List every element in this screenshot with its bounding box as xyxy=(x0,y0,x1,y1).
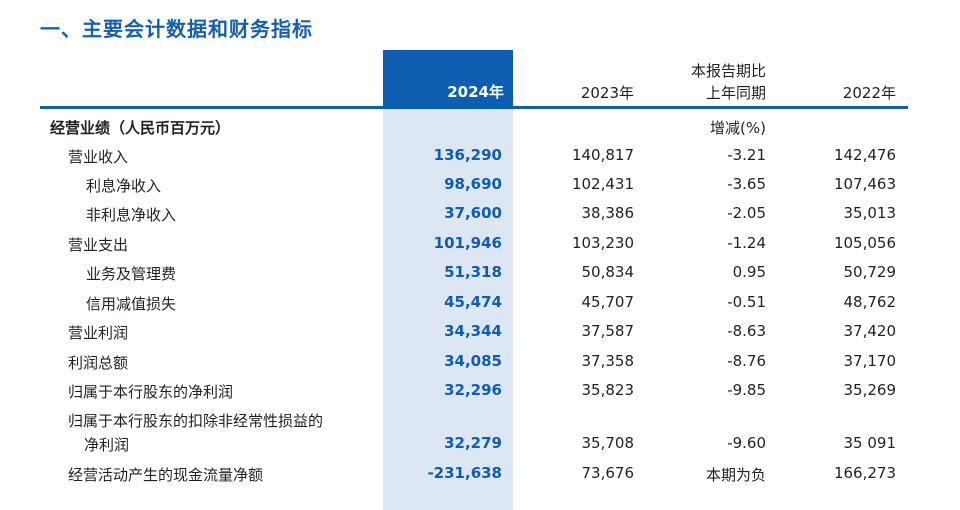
value-2022: 107,463 xyxy=(833,175,896,193)
row-label: 业务及管理费 xyxy=(86,265,177,283)
row-label-line1: 归属于本行股东的扣除非经常性损益的 xyxy=(68,412,324,430)
header-yoy-line2: 上年同期 xyxy=(705,84,766,102)
header-2024-cell: 2024年 xyxy=(383,50,513,108)
header-2023-label: 2023年 xyxy=(580,84,634,102)
value-2023: 140,817 xyxy=(571,146,634,164)
value-2023: 35,823 xyxy=(581,381,635,399)
value-2024: 34,344 xyxy=(444,322,502,340)
value-2024: 45,474 xyxy=(444,293,502,311)
value-2022: 37,420 xyxy=(843,322,897,340)
row-label: 非利息净收入 xyxy=(86,206,177,224)
value-2024: 34,085 xyxy=(444,352,502,370)
table-row: 利息净收入 98,690 102,431 -3.65 107,463 xyxy=(0,175,960,199)
value-2023: 45,707 xyxy=(581,293,635,311)
table-row: 非利息净收入 37,600 38,386 -2.05 35,013 xyxy=(0,204,960,228)
value-2022: 142,476 xyxy=(833,146,896,164)
row-label: 净利润 xyxy=(84,436,130,454)
table-row: 营业支出 101,946 103,230 -1.24 105,056 xyxy=(0,234,960,258)
value-yoy: -9.60 xyxy=(727,434,766,452)
page-title: 一、主要会计数据和财务指标 xyxy=(40,17,313,41)
value-2024: 37,600 xyxy=(444,204,502,222)
value-2023: 37,358 xyxy=(581,352,635,370)
value-yoy: -8.63 xyxy=(727,322,766,340)
value-2022: 35 091 xyxy=(843,434,897,452)
value-2022: 37,170 xyxy=(843,352,897,370)
value-2023: 37,587 xyxy=(581,322,635,340)
row-label: 经营活动产生的现金流量净额 xyxy=(68,466,264,484)
value-2022: 35,269 xyxy=(843,381,897,399)
value-2023: 73,676 xyxy=(581,464,635,482)
section-unit: 增减(%) xyxy=(710,119,766,137)
header-2022-label: 2022年 xyxy=(842,84,896,102)
row-label: 信用减值损失 xyxy=(86,295,177,313)
value-2022: 48,762 xyxy=(843,293,897,311)
value-2024: 32,296 xyxy=(444,381,502,399)
table-row: 营业收入 136,290 140,817 -3.21 142,476 xyxy=(0,146,960,170)
highlight-column-2024 xyxy=(383,50,513,510)
value-2022: 35,013 xyxy=(843,204,897,222)
row-label: 营业利润 xyxy=(68,324,129,342)
value-2024: -231,638 xyxy=(427,464,502,482)
value-2023: 50,834 xyxy=(581,263,635,281)
value-yoy: -1.24 xyxy=(727,234,766,252)
table-row: 信用减值损失 45,474 45,707 -0.51 48,762 xyxy=(0,293,960,317)
value-yoy: -3.21 xyxy=(727,146,766,164)
value-yoy: -2.05 xyxy=(727,204,766,222)
value-2023: 103,230 xyxy=(571,234,634,252)
value-2022: 166,273 xyxy=(833,464,896,482)
value-2024: 51,318 xyxy=(444,263,502,281)
table-row: 业务及管理费 51,318 50,834 0.95 50,729 xyxy=(0,263,960,287)
section-title: 经营业绩（人民币百万元） xyxy=(50,119,231,137)
value-yoy: -0.51 xyxy=(727,293,766,311)
value-yoy: 0.95 xyxy=(732,263,766,281)
value-2024: 32,279 xyxy=(444,434,502,452)
table-row: 利润总额 34,085 37,358 -8.76 37,170 xyxy=(0,352,960,376)
row-label: 利润总额 xyxy=(68,354,129,372)
value-2023: 35,708 xyxy=(581,434,635,452)
row-label: 利息净收入 xyxy=(86,177,162,195)
value-2023: 38,386 xyxy=(581,204,635,222)
value-yoy: -8.76 xyxy=(727,352,766,370)
value-yoy: -3.65 xyxy=(727,175,766,193)
table-row: 净利润 32,279 35,708 -9.60 35 091 xyxy=(0,434,960,458)
row-label: 营业收入 xyxy=(68,148,129,166)
value-2024: 101,946 xyxy=(433,234,502,252)
header-yoy-line1: 本报告期比 xyxy=(690,62,766,80)
row-label: 归属于本行股东的净利润 xyxy=(68,383,234,401)
table-row: 经营活动产生的现金流量净额 -231,638 73,676 本期为负 166,2… xyxy=(0,464,960,488)
value-yoy: 本期为负 xyxy=(705,466,766,484)
value-2022: 105,056 xyxy=(833,234,896,252)
value-2024: 136,290 xyxy=(433,146,502,164)
header-divider xyxy=(40,106,908,109)
value-2024: 98,690 xyxy=(444,175,502,193)
table-row: 归属于本行股东的净利润 32,296 35,823 -9.85 35,269 xyxy=(0,381,960,405)
table-row: 营业利润 34,344 37,587 -8.63 37,420 xyxy=(0,322,960,346)
value-2022: 50,729 xyxy=(843,263,897,281)
header-2024-label: 2024年 xyxy=(447,83,504,101)
header-yoy: 本报告期比 上年同期 xyxy=(650,60,766,104)
value-yoy: -9.85 xyxy=(727,381,766,399)
value-2023: 102,431 xyxy=(571,175,634,193)
row-label: 营业支出 xyxy=(68,236,129,254)
